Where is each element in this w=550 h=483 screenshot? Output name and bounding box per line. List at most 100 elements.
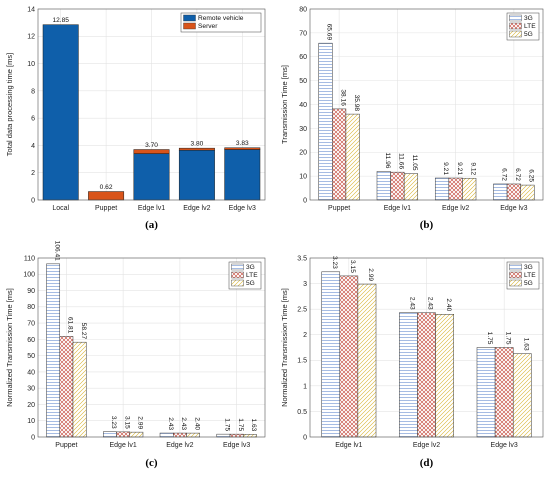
bar-edge-lv3-5g	[520, 184, 535, 201]
x-tick-label: Edge lv2	[413, 442, 440, 449]
y-tick-label: 30	[27, 386, 35, 393]
panel-caption: (d)	[420, 457, 434, 469]
x-tick-label: Edge lv3	[491, 442, 518, 449]
data-label-edge-lv3-5g: 6.25	[528, 169, 535, 182]
bar-edge-lv1-lte	[339, 275, 359, 438]
y-tick-label: 0	[303, 197, 307, 204]
x-tick-label: Edge lv2	[183, 205, 210, 212]
legend-label-lte: LTE	[246, 272, 258, 279]
x-tick-label: Edge lv3	[229, 205, 256, 212]
legend-label-3g: 3G	[524, 15, 533, 22]
bar-edge-lv3-3g	[493, 183, 508, 201]
bar-edge-lv3-3g	[476, 347, 496, 438]
y-tick-label: 40	[27, 369, 35, 376]
y-tick-label: 90	[27, 288, 35, 295]
y-tick-label: 0	[31, 197, 35, 204]
x-tick-label: Puppet	[95, 205, 117, 212]
x-tick-label: Edge lv1	[138, 205, 165, 212]
data-label-edge-lv1-3g: 3.23	[110, 416, 117, 429]
bar-edge-lv3-3g	[216, 433, 231, 438]
y-tick-label: 1.5	[297, 358, 307, 365]
data-label-edge-lv1-3g: 11.96	[384, 152, 391, 168]
bar-edge-lv3-5g	[242, 434, 257, 438]
data-label-edge-lv3-5g: 1.63	[522, 338, 529, 351]
data-label-local: 12.85	[52, 17, 69, 24]
axes-frame	[37, 257, 266, 438]
y-axis-label: Normalized Transmission Time [ms]	[280, 288, 289, 407]
legend-swatch-3g	[231, 263, 244, 271]
y-tick-label: 4	[31, 143, 35, 150]
bar-edge-lv1-server	[133, 149, 170, 154]
data-label-edge-lv2-3g: 2.43	[167, 417, 174, 430]
y-tick-label: 110	[24, 255, 35, 262]
data-label-edge-lv2-5g: 9.12	[469, 162, 476, 175]
y-tick-label: 2	[303, 332, 307, 339]
data-label-puppet-3g: 65.69	[326, 24, 333, 41]
data-label-edge-lv1-5g: 2.99	[367, 268, 374, 281]
y-tick-label: 0	[303, 434, 307, 441]
chart-panel-1: 0 10 20 30 40 50 60 70 80 65.69 38.16 35.98 Puppet 11…	[280, 6, 544, 231]
bar-edge-lv1-5g	[129, 431, 144, 438]
bar-edge-lv2-lte	[417, 312, 436, 438]
legend-label-5g: 5G	[524, 31, 533, 38]
y-tick-label: 50	[299, 78, 307, 85]
y-tick-label: 10	[27, 61, 35, 68]
y-tick-label: 70	[27, 320, 35, 327]
data-label-edge-lv2-5g: 2.40	[445, 298, 452, 311]
data-label-edge-lv1-5g: 11.05	[411, 155, 418, 171]
bar-edge-lv2-lte	[173, 432, 187, 438]
data-label-edge-lv3-lte: 6.72	[514, 168, 521, 181]
x-tick-label: Puppet	[55, 442, 77, 449]
bar-edge-lv3-lte	[494, 347, 514, 438]
bar-puppet-3g	[46, 263, 61, 438]
bar-edge-lv1-lte	[390, 171, 405, 201]
y-tick-label: 6	[31, 116, 35, 123]
data-label-puppet-5g: 35.98	[353, 95, 360, 112]
bar-edge-lv2-3g	[434, 177, 450, 201]
data-label-puppet-5g: 58.27	[80, 323, 87, 340]
y-tick-label: 10	[299, 174, 307, 181]
data-label-edge-lv3-3g: 6.72	[500, 168, 507, 181]
legend-box	[180, 12, 262, 33]
bar-puppet-lte	[59, 336, 74, 438]
legend-label-3g: 3G	[524, 264, 533, 271]
y-axis-label: Normalized Transmission Time [ms]	[5, 288, 14, 407]
y-tick-label: 0.5	[297, 409, 307, 416]
panel-caption: (a)	[145, 219, 158, 231]
data-label-puppet-lte: 38.16	[339, 89, 346, 106]
legend-swatch-5g	[231, 279, 244, 287]
y-tick-label: 60	[27, 337, 35, 344]
bar-edge-lv2-5g	[186, 432, 200, 438]
data-label-edge-lv1: 3.70	[145, 142, 158, 149]
bar-edge-lv3-server	[224, 147, 261, 150]
bar-puppet-5g	[72, 341, 87, 438]
bar-edge-lv1-3g	[376, 171, 391, 201]
y-tick-label: 80	[299, 6, 307, 13]
y-tick-label: 40	[299, 102, 307, 109]
data-label-edge-lv3-3g: 1.75	[486, 332, 493, 345]
data-label-puppet: 0.62	[100, 184, 113, 191]
x-tick-label: Edge lv2	[442, 205, 469, 212]
bar-edge-lv3-lte	[229, 433, 244, 438]
bar-edge-lv2-3g	[159, 432, 174, 438]
bar-puppet-server	[88, 191, 125, 201]
axes-frame	[37, 8, 266, 201]
x-tick-label: Edge lv3	[500, 205, 527, 212]
x-tick-label: Puppet	[328, 205, 350, 212]
x-tick-label: Edge lv1	[335, 442, 362, 449]
y-tick-label: 10	[27, 418, 35, 425]
legend-label-3g: 3G	[246, 264, 255, 271]
bar-edge-lv1-remote-vehicle	[133, 153, 170, 201]
chart-panel-2: 0 10 20 30 40 50 60 70 80 90 100 110 106.41 61.81 58.2…	[5, 241, 266, 469]
legend-label-server: Server	[198, 23, 218, 30]
legend-swatch-lte	[509, 271, 522, 279]
bar-puppet-3g	[318, 42, 333, 201]
y-tick-label: 50	[27, 353, 35, 360]
x-tick-label: Edge lv3	[223, 442, 250, 449]
data-label-edge-lv3: 3.83	[236, 140, 249, 147]
legend-swatch-server	[183, 22, 196, 30]
data-label-edge-lv3-lte: 1.75	[237, 418, 244, 431]
y-tick-label: 70	[299, 30, 307, 37]
